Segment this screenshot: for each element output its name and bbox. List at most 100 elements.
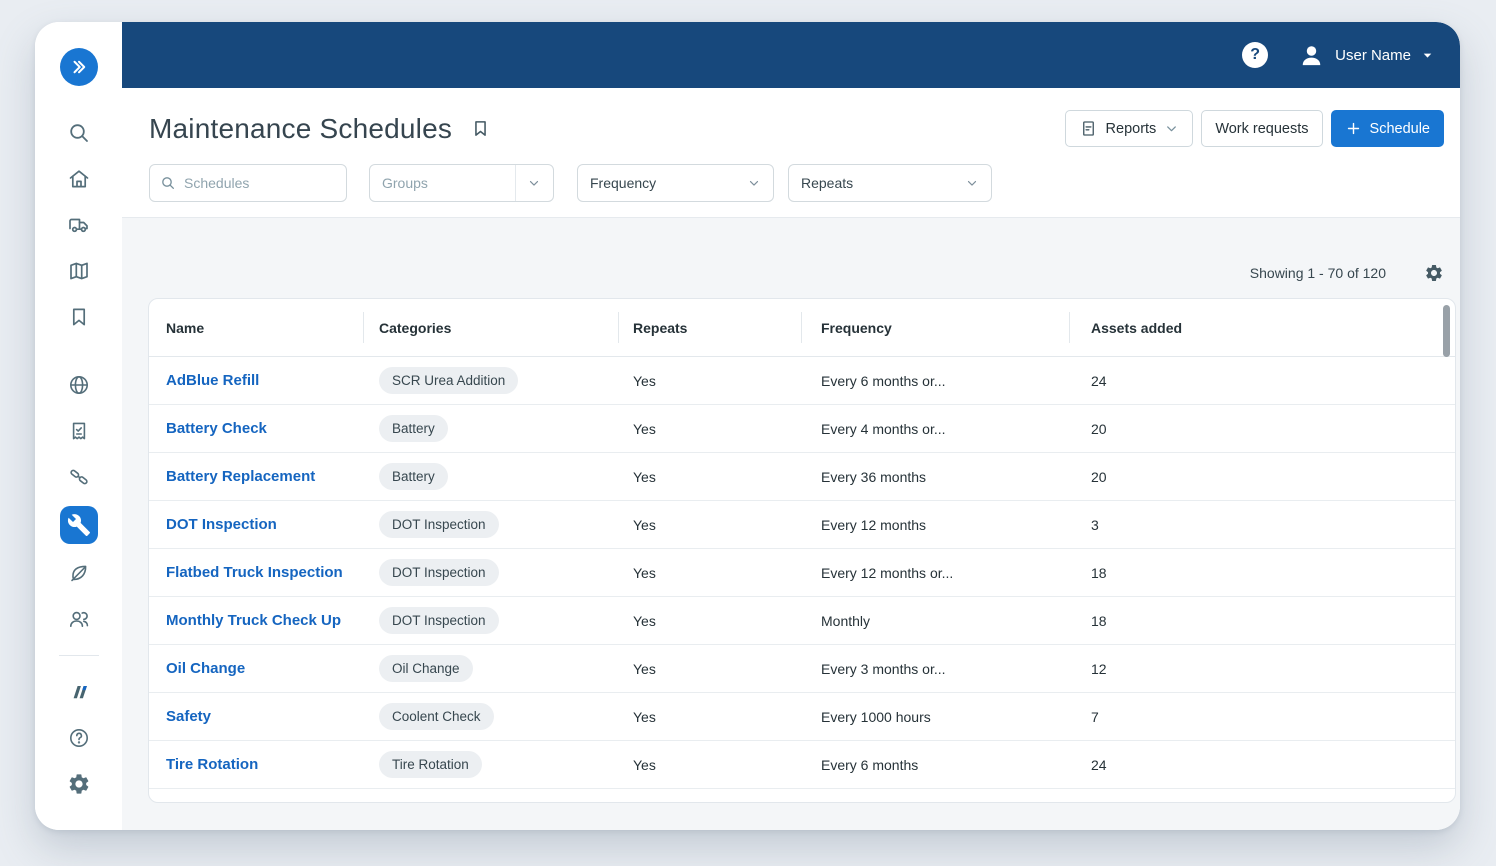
sidebar-item-web[interactable] — [66, 372, 92, 398]
category-badge: Tire Rotation — [379, 751, 482, 778]
table-row[interactable]: Oil Change Oil Change Yes Every 3 months… — [149, 645, 1455, 693]
sidebar — [35, 22, 122, 830]
category-badge: DOT Inspection — [379, 607, 499, 634]
bookmark-icon — [470, 118, 491, 139]
frequency-cell: Every 6 months or... — [821, 372, 946, 389]
chevron-down-icon — [1164, 121, 1179, 136]
assets-added-cell: 18 — [1091, 612, 1107, 629]
frequency-cell: Every 6 months — [821, 756, 919, 773]
table-row[interactable]: Monthly Truck Check Up DOT Inspection Ye… — [149, 597, 1455, 645]
assets-added-cell: 24 — [1091, 372, 1107, 389]
table-body: AdBlue Refill SCR Urea Addition Yes Ever… — [149, 357, 1455, 789]
sidebar-item-vehicles[interactable] — [66, 212, 92, 238]
assets-added-cell: 18 — [1091, 564, 1107, 581]
content-area: Showing 1 - 70 of 120 Name Categories Re… — [122, 218, 1460, 830]
filters-bar: Groups Frequency Repeats — [149, 164, 1444, 202]
schedules-search-input[interactable] — [184, 175, 336, 191]
chevron-down-icon — [527, 176, 541, 190]
sidebar-item-search[interactable] — [66, 120, 92, 146]
work-requests-button[interactable]: Work requests — [1201, 110, 1323, 147]
table-row[interactable]: Battery Replacement Battery Yes Every 36… — [149, 453, 1455, 501]
help-circle-icon — [67, 726, 91, 750]
frequency-cell: Every 1000 hours — [821, 708, 931, 725]
table-scrollbar-thumb[interactable] — [1443, 305, 1450, 357]
schedule-name-link[interactable]: Battery Replacement — [166, 468, 316, 485]
wrench-icon — [67, 513, 91, 537]
assets-added-cell: 24 — [1091, 756, 1107, 773]
sidebar-item-home[interactable] — [66, 166, 92, 192]
category-badge: DOT Inspection — [379, 511, 499, 538]
schedule-name-link[interactable]: DOT Inspection — [166, 516, 277, 533]
sidebar-item-maintenance[interactable] — [59, 506, 98, 544]
sidebar-item-eco[interactable] — [66, 560, 92, 586]
schedule-name-link[interactable]: AdBlue Refill — [166, 372, 260, 389]
user-avatar-icon — [1298, 42, 1325, 69]
bookmark-icon — [67, 305, 91, 329]
user-menu[interactable]: User Name — [1298, 42, 1434, 69]
schedule-name-link[interactable]: Monthly Truck Check Up — [166, 612, 342, 629]
frequency-cell: Every 4 months or... — [821, 420, 946, 437]
add-schedule-button[interactable]: Schedule — [1330, 110, 1444, 147]
map-icon — [67, 259, 91, 283]
topbar: ? User Name — [122, 22, 1460, 88]
sidebar-item-users[interactable] — [66, 606, 92, 632]
frequency-cell: Monthly — [821, 612, 871, 629]
page-actions: Reports Work requests Schedule — [1064, 110, 1444, 147]
table-row[interactable]: Tire Rotation Tire Rotation Yes Every 6 … — [149, 741, 1455, 789]
search-icon — [160, 175, 176, 191]
category-badge: Oil Change — [379, 655, 473, 682]
gear-icon — [1424, 263, 1444, 283]
reports-button[interactable]: Reports — [1064, 110, 1194, 147]
assets-added-cell: 20 — [1091, 468, 1107, 485]
column-header-assets-added: Assets added — [1069, 299, 1455, 356]
repeats-cell: Yes — [633, 564, 656, 581]
table-header-row: Name Categories Repeats Frequency Assets… — [149, 299, 1455, 357]
schedule-name-link[interactable]: Tire Rotation — [166, 756, 259, 773]
table-row[interactable]: Flatbed Truck Inspection DOT Inspection … — [149, 549, 1455, 597]
assets-added-cell: 3 — [1091, 516, 1099, 533]
table-row[interactable]: Battery Check Battery Yes Every 4 months… — [149, 405, 1455, 453]
schedule-name-link[interactable]: Flatbed Truck Inspection — [166, 564, 343, 581]
report-document-icon — [1079, 119, 1098, 138]
column-header-frequency: Frequency — [801, 299, 1069, 356]
sidebar-item-map[interactable] — [66, 258, 92, 284]
category-badge: SCR Urea Addition — [379, 367, 519, 394]
table-row[interactable]: DOT Inspection DOT Inspection Yes Every … — [149, 501, 1455, 549]
sidebar-item-settings[interactable] — [66, 771, 92, 797]
chevron-down-icon — [747, 176, 761, 190]
table-settings-button[interactable] — [1424, 263, 1444, 283]
help-button[interactable]: ? — [1242, 42, 1269, 68]
groups-filter-select[interactable]: Groups — [369, 164, 554, 202]
chevron-down-icon — [1421, 49, 1434, 62]
schedules-search-field[interactable] — [149, 164, 347, 202]
table-row[interactable]: Safety Coolent Check Yes Every 1000 hour… — [149, 693, 1455, 741]
frequency-cell: Every 12 months — [821, 516, 927, 533]
column-header-categories: Categories — [363, 299, 618, 356]
showing-count: Showing 1 - 70 of 120 — [1249, 265, 1386, 281]
sidebar-expand-button[interactable] — [59, 48, 98, 86]
sidebar-item-help[interactable] — [66, 725, 92, 751]
repeats-cell: Yes — [633, 660, 656, 677]
category-badge: Coolent Check — [379, 703, 494, 730]
sidebar-item-inspections[interactable] — [66, 418, 92, 444]
bookmark-page-button[interactable] — [470, 118, 491, 139]
schedule-name-link[interactable]: Safety — [166, 708, 212, 725]
home-icon — [67, 167, 91, 191]
repeats-cell: Yes — [633, 420, 656, 437]
frequency-cell: Every 3 months or... — [821, 660, 946, 677]
table-row[interactable]: AdBlue Refill SCR Urea Addition Yes Ever… — [149, 357, 1455, 405]
column-header-name: Name — [166, 319, 205, 336]
sidebar-item-bookmarks[interactable] — [66, 304, 92, 330]
schedules-table: Name Categories Repeats Frequency Assets… — [148, 298, 1456, 803]
frequency-filter-select[interactable]: Frequency — [577, 164, 774, 202]
assets-added-cell: 7 — [1091, 708, 1099, 725]
schedule-name-link[interactable]: Oil Change — [166, 660, 246, 677]
users-icon — [67, 607, 91, 631]
diagnostics-cable-icon — [67, 465, 91, 489]
repeats-filter-select[interactable]: Repeats — [788, 164, 992, 202]
select-divider — [515, 165, 516, 201]
app-window: ? User Name Maintenance Schedules Report… — [35, 22, 1460, 830]
sidebar-item-diagnostics[interactable] — [66, 464, 92, 490]
schedule-name-link[interactable]: Battery Check — [166, 420, 267, 437]
category-badge: DOT Inspection — [379, 559, 499, 586]
